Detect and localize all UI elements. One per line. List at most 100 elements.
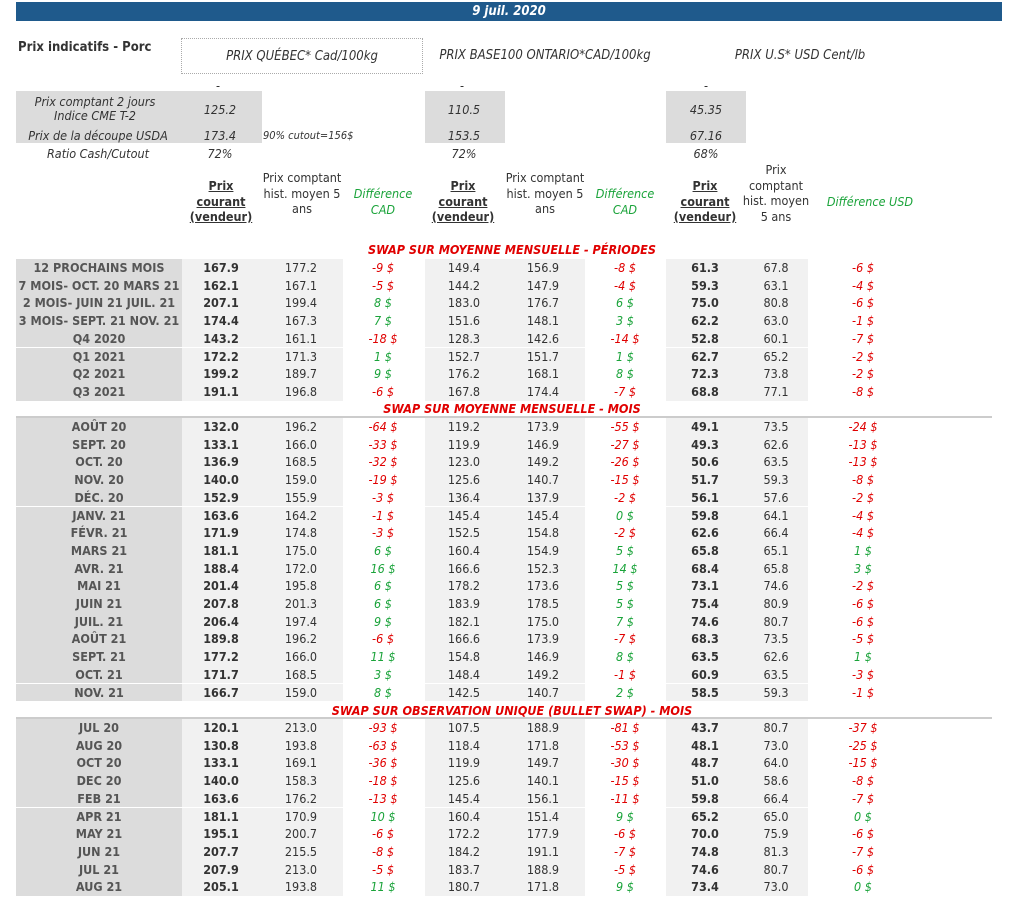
historical-price-cell: 166.0	[284, 649, 318, 665]
difference-cell: -2 $	[614, 525, 636, 541]
difference-cell: -8 $	[852, 773, 874, 789]
difference-cell: -13 $	[368, 790, 398, 806]
table-row: Q3 2021 191.1 196.8 -6 $ 167.8 174.4 -7 $ 68.8 7…	[16, 382, 1002, 401]
historical-price-cell: 73.5	[763, 419, 789, 434]
row-shade	[425, 541, 585, 560]
row-shade	[182, 418, 343, 436]
difference-cell: -27 $	[610, 436, 640, 452]
summary-shade-us	[666, 91, 746, 143]
current-price-cell: 184.2	[447, 843, 481, 859]
current-price-cell: 166.6	[447, 631, 481, 647]
row-shade	[666, 577, 808, 595]
table-row: 7 MOIS- OCT. 20 MARS 21 162.1 167.1 -5 $ 144…	[16, 276, 1002, 295]
table-row: OCT. 20 136.9 168.5 -32 $ 123.0 149.2 -26 $ 50.…	[16, 453, 1002, 472]
current-price-cell: 107.5	[447, 720, 481, 735]
table-row: SEPT. 20 133.1 166.0 -33 $ 119.9 146.9 -27 $ 49…	[16, 435, 1002, 454]
table-row: SEPT. 21 177.2 166.0 11 $ 154.8 146.9 8 $ 63.5 6…	[16, 648, 1002, 666]
current-price-cell: 59.3	[691, 277, 719, 293]
historical-price-cell: 73.0	[763, 879, 789, 895]
current-price-cell: 58.5	[691, 684, 719, 700]
row-shade	[182, 312, 343, 330]
current-price-cell: 183.0	[447, 295, 481, 311]
historical-price-cell: 188.9	[526, 720, 560, 735]
row-shade	[425, 559, 585, 578]
difference-cell: -93 $	[368, 720, 398, 735]
row-shade	[666, 524, 808, 542]
row-shade	[425, 382, 585, 401]
col-diff-usd: Différence USD	[826, 194, 914, 209]
row-label: AOÛT 21	[16, 630, 182, 649]
row-shade	[666, 630, 808, 649]
difference-cell: 0 $	[854, 808, 872, 824]
quebec-cutout: 173.4	[203, 128, 237, 143]
row-shade	[425, 665, 585, 684]
current-price-cell: 49.1	[691, 419, 719, 434]
row-shade	[425, 648, 585, 666]
difference-cell: -8 $	[614, 260, 636, 275]
row-label: AUG 20	[16, 736, 182, 755]
row-label: JUL 20	[16, 719, 182, 737]
summary-shade-quebec	[16, 91, 262, 143]
historical-price-cell: 199.4	[284, 295, 318, 311]
row-shade	[666, 736, 808, 755]
historical-price-cell: 151.7	[526, 348, 560, 364]
row-label: OCT. 21	[16, 665, 182, 684]
difference-cell: -1 $	[852, 313, 874, 329]
current-price-cell: 62.6	[691, 525, 719, 541]
current-price-cell: 120.1	[203, 720, 239, 735]
dash: -	[704, 78, 709, 93]
historical-price-cell: 63.1	[763, 277, 789, 293]
current-price-cell: 171.7	[203, 666, 239, 682]
historical-price-cell: 161.1	[284, 330, 318, 346]
historical-price-cell: 57.6	[763, 489, 789, 505]
row-shade	[182, 789, 343, 808]
current-price-cell: 163.6	[203, 790, 239, 806]
historical-price-cell: 167.3	[284, 313, 318, 329]
row-shade	[666, 683, 808, 702]
row-shade	[425, 276, 585, 295]
historical-price-cell: 159.0	[284, 684, 318, 700]
historical-price-cell: 168.5	[284, 666, 318, 682]
difference-cell: 14 $	[612, 560, 638, 576]
table-row: JUIL. 21 206.4 197.4 9 $ 182.1 175.0 7 $ 74.6 80…	[16, 612, 1002, 631]
historical-price-cell: 177.9	[526, 826, 560, 842]
row-shade	[666, 382, 808, 401]
row-shade	[425, 683, 585, 702]
section-title: SWAP SUR OBSERVATION UNIQUE (BULLET SWAP…	[331, 703, 693, 718]
current-price-cell: 145.4	[447, 790, 481, 806]
difference-cell: -6 $	[852, 861, 874, 877]
row-label: MARS 21	[16, 541, 182, 560]
historical-price-cell: 176.7	[526, 295, 560, 311]
difference-cell: -13 $	[848, 436, 878, 452]
difference-cell: 11 $	[370, 879, 396, 895]
historical-price-cell: 64.1	[763, 507, 789, 523]
current-price-cell: 144.2	[447, 277, 481, 293]
current-price-cell: 48.1	[691, 737, 719, 753]
difference-cell: -19 $	[368, 472, 398, 488]
col-prix-courant-us: Prix courant (vendeur)	[673, 178, 737, 224]
current-price-cell: 166.6	[447, 560, 481, 576]
current-price-cell: 74.6	[691, 613, 719, 629]
difference-cell: 1 $	[854, 649, 872, 665]
current-price-cell: 140.0	[203, 773, 239, 789]
current-price-cell: 43.7	[691, 720, 719, 735]
current-price-cell: 59.8	[691, 790, 719, 806]
current-price-cell: 181.1	[203, 808, 239, 824]
row-shade	[182, 612, 343, 631]
current-price-cell: 119.9	[447, 436, 481, 452]
current-price-cell: 51.0	[691, 773, 719, 789]
current-price-cell: 142.5	[447, 684, 481, 700]
historical-price-cell: 176.2	[284, 790, 318, 806]
current-price-cell: 74.6	[691, 861, 719, 877]
current-price-cell: 133.1	[203, 755, 239, 771]
row-shade	[425, 612, 585, 631]
current-price-cell: 123.0	[447, 454, 481, 470]
row-label: JUL 21	[16, 860, 182, 879]
cutout-label: Prix de la découpe USDA	[28, 128, 168, 143]
current-price-cell: 140.0	[203, 472, 239, 488]
difference-cell: -81 $	[610, 720, 640, 735]
row-shade	[182, 683, 343, 702]
current-price-cell: 125.6	[447, 472, 481, 488]
difference-cell: -7 $	[852, 790, 874, 806]
ratio-label: Ratio Cash/Cutout	[46, 146, 149, 161]
